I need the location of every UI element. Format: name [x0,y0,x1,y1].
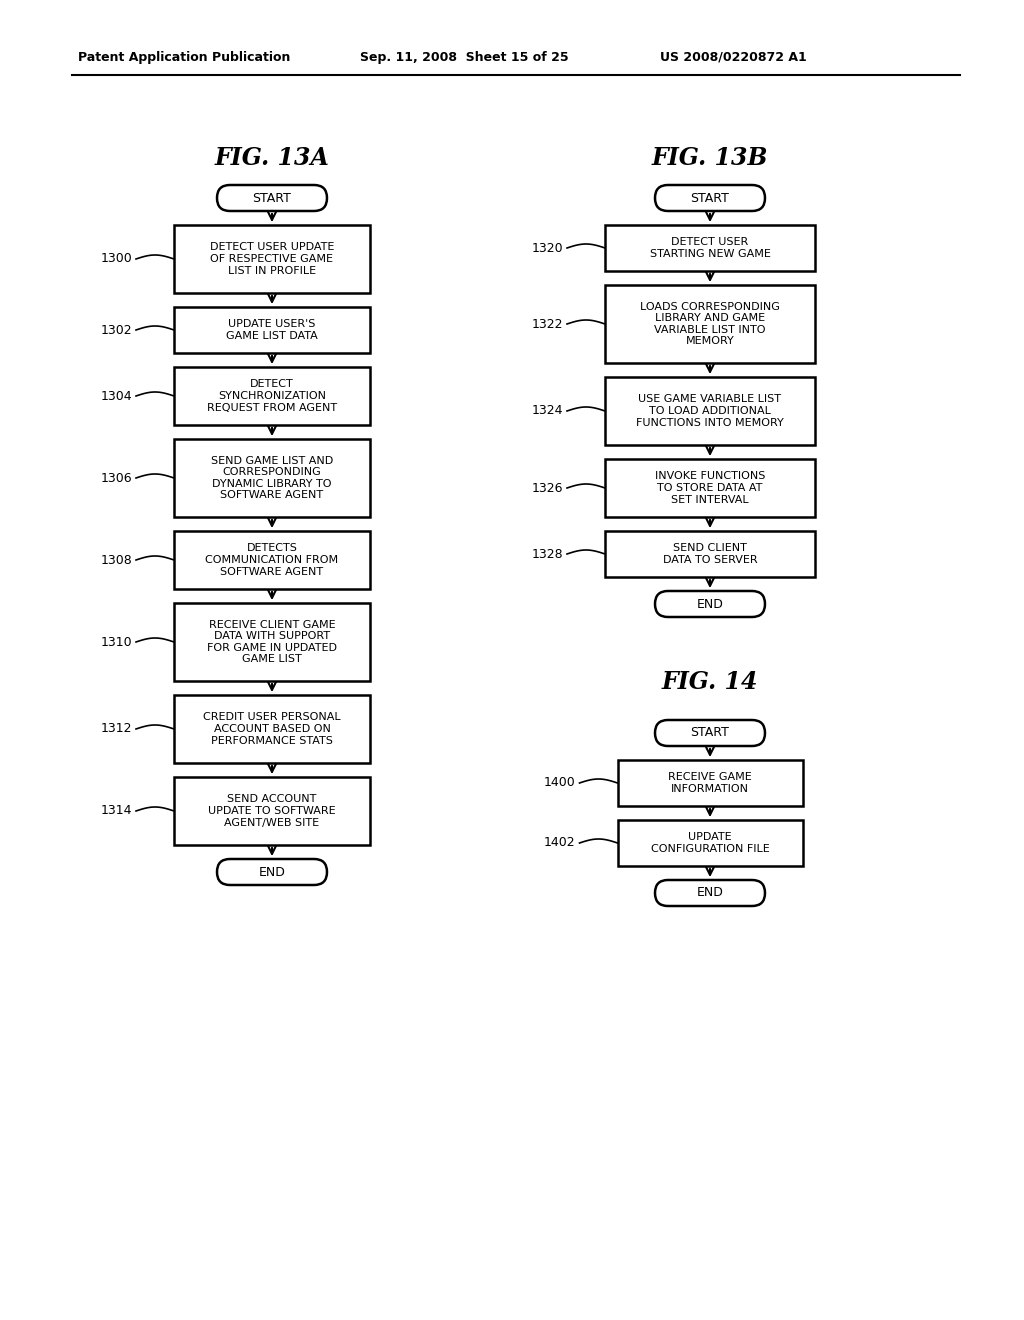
FancyBboxPatch shape [655,185,765,211]
Text: END: END [259,866,286,879]
Bar [617,820,803,866]
Text: END: END [696,598,723,610]
Text: 1308: 1308 [100,553,132,566]
Text: Sep. 11, 2008  Sheet 15 of 25: Sep. 11, 2008 Sheet 15 of 25 [360,50,568,63]
Text: LOADS CORRESPONDING
LIBRARY AND GAME
VARIABLE LIST INTO
MEMORY: LOADS CORRESPONDING LIBRARY AND GAME VAR… [640,301,780,346]
Text: 1326: 1326 [531,482,563,495]
Text: RECEIVE GAME
INFORMATION: RECEIVE GAME INFORMATION [668,772,752,793]
Bar [174,603,370,681]
Text: 1302: 1302 [100,323,132,337]
Bar [605,224,815,271]
Bar [174,696,370,763]
Text: START: START [690,726,729,739]
FancyBboxPatch shape [217,859,327,884]
Text: 1324: 1324 [531,404,563,417]
Bar [174,224,370,293]
Text: 1314: 1314 [100,804,132,817]
Text: CREDIT USER PERSONAL
ACCOUNT BASED ON
PERFORMANCE STATS: CREDIT USER PERSONAL ACCOUNT BASED ON PE… [203,713,341,746]
Text: DETECTS
COMMUNICATION FROM
SOFTWARE AGENT: DETECTS COMMUNICATION FROM SOFTWARE AGEN… [206,544,339,577]
Text: SEND ACCOUNT
UPDATE TO SOFTWARE
AGENT/WEB SITE: SEND ACCOUNT UPDATE TO SOFTWARE AGENT/WE… [208,795,336,828]
Bar [605,531,815,577]
FancyBboxPatch shape [655,591,765,616]
Text: SEND CLIENT
DATA TO SERVER: SEND CLIENT DATA TO SERVER [663,544,758,565]
Bar [174,531,370,589]
Text: USE GAME VARIABLE LIST
TO LOAD ADDITIONAL
FUNCTIONS INTO MEMORY: USE GAME VARIABLE LIST TO LOAD ADDITIONA… [636,395,784,428]
Bar [174,440,370,517]
Text: DETECT
SYNCHRONIZATION
REQUEST FROM AGENT: DETECT SYNCHRONIZATION REQUEST FROM AGEN… [207,379,337,413]
Text: 1306: 1306 [100,471,132,484]
FancyBboxPatch shape [217,185,327,211]
Text: UPDATE USER'S
GAME LIST DATA: UPDATE USER'S GAME LIST DATA [226,319,317,341]
Text: 1322: 1322 [531,318,563,330]
Text: DETECT USER
STARTING NEW GAME: DETECT USER STARTING NEW GAME [649,238,770,259]
Text: 1320: 1320 [531,242,563,255]
Bar [174,777,370,845]
Text: SEND GAME LIST AND
CORRESPONDING
DYNAMIC LIBRARY TO
SOFTWARE AGENT: SEND GAME LIST AND CORRESPONDING DYNAMIC… [211,455,333,500]
Text: 1304: 1304 [100,389,132,403]
Text: US 2008/0220872 A1: US 2008/0220872 A1 [660,50,807,63]
Text: 1312: 1312 [100,722,132,735]
Text: 1310: 1310 [100,635,132,648]
Text: Patent Application Publication: Patent Application Publication [78,50,291,63]
Text: START: START [253,191,292,205]
Text: FIG. 13B: FIG. 13B [651,147,768,170]
Text: DETECT USER UPDATE
OF RESPECTIVE GAME
LIST IN PROFILE: DETECT USER UPDATE OF RESPECTIVE GAME LI… [210,243,334,276]
Text: RECEIVE CLIENT GAME
DATA WITH SUPPORT
FOR GAME IN UPDATED
GAME LIST: RECEIVE CLIENT GAME DATA WITH SUPPORT FO… [207,619,337,664]
Text: 1300: 1300 [100,252,132,265]
Bar [605,459,815,517]
Bar [617,760,803,807]
FancyBboxPatch shape [655,719,765,746]
Text: END: END [696,887,723,899]
Text: 1400: 1400 [544,776,575,789]
Bar [174,308,370,352]
Text: FIG. 14: FIG. 14 [662,671,758,694]
FancyBboxPatch shape [655,880,765,906]
Text: 1328: 1328 [531,548,563,561]
Text: 1402: 1402 [544,837,575,850]
Text: INVOKE FUNCTIONS
TO STORE DATA AT
SET INTERVAL: INVOKE FUNCTIONS TO STORE DATA AT SET IN… [654,471,765,504]
Bar [605,285,815,363]
Text: UPDATE
CONFIGURATION FILE: UPDATE CONFIGURATION FILE [650,832,769,854]
Text: START: START [690,191,729,205]
Bar [605,378,815,445]
Text: FIG. 13A: FIG. 13A [215,147,330,170]
Bar [174,367,370,425]
